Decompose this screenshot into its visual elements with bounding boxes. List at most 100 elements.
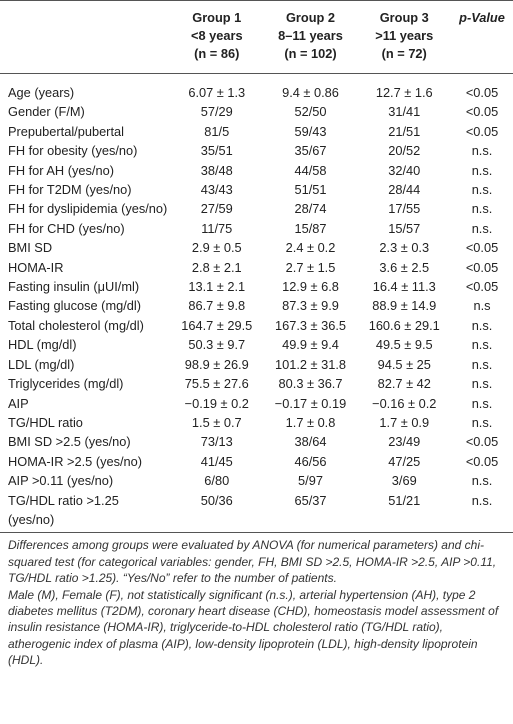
cell: 44/58	[294, 162, 327, 178]
cell: −0.19 ± 0.2	[184, 395, 249, 411]
table-row: Total cholesterol (mg/dl) 164.7 ± 29.5 167…	[0, 316, 513, 335]
table-row: Fasting glucose (mg/dl) 86.7 ± 9.8 87.3 ± …	[0, 296, 513, 315]
cell: 1.7 ± 0.9	[379, 414, 430, 430]
cell: 17/55	[388, 201, 421, 217]
row-label: FH for T2DM (yes/no)	[8, 182, 132, 198]
row-label: Prepubertal/pubertal	[8, 123, 124, 139]
cell: 50/36	[200, 492, 233, 508]
cell: 12.7 ± 1.6	[375, 85, 433, 100]
cell: 6/80	[204, 473, 230, 489]
row-label: TG/HDL ratio >1.25 (yes/no)	[8, 492, 119, 527]
header-line: p-Value	[459, 10, 505, 25]
row-label: FH for obesity (yes/no)	[8, 143, 138, 159]
table-row: AIP >0.11 (yes/no) 6/80 5/97 3/69 n.s.	[0, 471, 513, 490]
cell: 73/13	[200, 434, 233, 450]
header-line: 8–11 years	[278, 28, 343, 43]
cell: 87.3 ± 9.9	[282, 298, 339, 314]
cell: 65/37	[294, 492, 327, 508]
cell: 23/49	[388, 434, 421, 450]
cell: <0.05	[465, 434, 499, 450]
header-line	[2, 45, 168, 63]
table-row: Gender (F/M) 57/29 52/50 31/41 <0.05	[0, 102, 513, 121]
cell: 50.3 ± 9.7	[188, 337, 246, 353]
cell: 43/43	[200, 182, 233, 198]
cell: 101.2 ± 31.8	[274, 356, 347, 372]
cell: 41/45	[200, 453, 233, 469]
header-cell	[0, 1, 170, 74]
cell: <0.05	[465, 453, 499, 469]
cell: 35/67	[294, 143, 327, 159]
header-line: Group 3	[379, 10, 429, 25]
note-paragraph: Differences among groups were evaluated …	[8, 538, 497, 586]
cell: n.s.	[471, 337, 493, 353]
cell: <0.05	[465, 279, 499, 295]
cell: 82.7 ± 42	[377, 376, 431, 392]
cell: −0.17 ± 0.19	[274, 395, 347, 411]
cell: 3.6 ± 2.5	[379, 259, 430, 275]
cell: 167.3 ± 36.5	[274, 317, 347, 333]
cell: 2.8 ± 2.1	[191, 259, 242, 275]
header-cell: Group 3 >11 years (n = 72)	[357, 1, 451, 74]
cell: 20/52	[388, 143, 421, 159]
row-label: AIP	[8, 395, 29, 411]
table-row: BMI SD >2.5 (yes/no) 73/13 38/64 23/49 <0.05	[0, 432, 513, 451]
row-label: Age (years)	[8, 85, 75, 100]
table-row: HOMA-IR 2.8 ± 2.1 2.7 ± 1.5 3.6 ± 2.5 <0.05	[0, 258, 513, 277]
cell: 11/75	[201, 220, 233, 236]
cell: n.s.	[471, 220, 493, 236]
header-line	[2, 27, 168, 45]
cell: n.s.	[471, 376, 493, 392]
row-label: Fasting glucose (mg/dl)	[8, 298, 141, 314]
cell: 49.5 ± 9.5	[375, 337, 433, 353]
header-line: >11 years	[375, 28, 434, 43]
cell: n.s	[473, 298, 491, 314]
cell: 81/5	[204, 123, 230, 139]
cell: 2.3 ± 0.3	[379, 240, 430, 256]
cell: 164.7 ± 29.5	[181, 317, 253, 333]
cell: 16.4 ± 11.3	[372, 279, 436, 295]
row-label: LDL (mg/dl)	[8, 356, 75, 372]
cell: 38/48	[200, 162, 233, 178]
table-row: FH for CHD (yes/no) 11/75 15/87 15/57 n.s.	[0, 219, 513, 238]
table-row: TG/HDL ratio >1.25 (yes/no) 50/36 65/37 51/…	[0, 491, 513, 533]
cell: 46/56	[294, 453, 327, 469]
header-cell: Group 2 8–11 years (n = 102)	[264, 1, 358, 74]
table-row: HDL (mg/dl) 50.3 ± 9.7 49.9 ± 9.4 49.5 ± 9.…	[0, 335, 513, 354]
row-label: TG/HDL ratio	[8, 414, 83, 430]
cell: 9.4 ± 0.86	[282, 85, 339, 100]
cell: 47/25	[388, 453, 421, 469]
cell: 15/57	[388, 220, 421, 236]
row-label: Gender (F/M)	[8, 104, 85, 120]
row-label: Triglycerides (mg/dl)	[8, 376, 124, 392]
cell: 86.7 ± 9.8	[188, 298, 246, 314]
cell: 28/74	[294, 201, 327, 217]
table-row: TG/HDL ratio 1.5 ± 0.7 1.7 ± 0.8 1.7 ± 0.9 n…	[0, 413, 513, 432]
cell: <0.05	[465, 85, 499, 100]
cell: 3/69	[391, 473, 417, 489]
cell: 13.1 ± 2.1	[188, 279, 246, 295]
cell: 1.7 ± 0.8	[285, 414, 336, 430]
cell: 59/43	[294, 123, 327, 139]
table-row: FH for T2DM (yes/no) 43/43 51/51 28/44 n.s.	[0, 180, 513, 199]
cell: 57/29	[200, 104, 233, 120]
cell: 94.5 ± 25	[377, 356, 431, 372]
table-row: Age (years) 6.07 ± 1.3 9.4 ± 0.86 12.7 ± 1.…	[0, 74, 513, 103]
cell: 28/44	[388, 182, 421, 198]
cell: n.s.	[471, 473, 493, 489]
row-label: Total cholesterol (mg/dl)	[8, 317, 144, 333]
header-line: (n = 72)	[381, 46, 427, 61]
row-label: BMI SD >2.5 (yes/no)	[8, 434, 131, 450]
cell: n.s.	[471, 317, 493, 333]
cell: 2.4 ± 0.2	[285, 240, 336, 256]
cell: n.s.	[471, 201, 493, 217]
cell: n.s.	[471, 182, 493, 198]
row-label: BMI SD	[8, 240, 53, 256]
footnote: Differences among groups were evaluated …	[8, 537, 505, 668]
cell: 32/40	[388, 162, 421, 178]
header-cell: p-Value	[451, 1, 513, 74]
header-line	[2, 9, 168, 27]
table-row: AIP −0.19 ± 0.2 −0.17 ± 0.19 −0.16 ± 0.2 n.s…	[0, 394, 513, 413]
header-line: (n = 86)	[194, 46, 240, 61]
table-row: FH for obesity (yes/no) 35/51 35/67 20/52 n.…	[0, 141, 513, 160]
row-label: AIP >0.11 (yes/no)	[8, 473, 114, 489]
